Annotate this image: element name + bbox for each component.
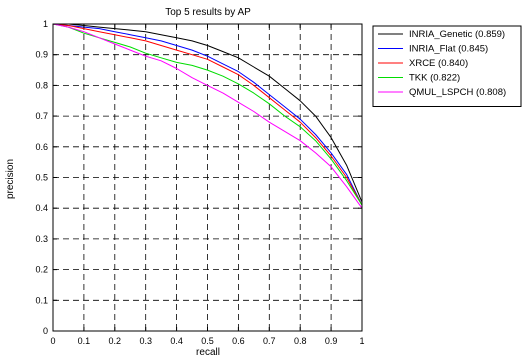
legend-label: XRCE (0.840) [409, 58, 468, 69]
x-tick-label: 0.3 [139, 336, 152, 346]
x-tick-label: 0.4 [170, 336, 183, 346]
x-tick-label: 0.1 [78, 336, 91, 346]
y-tick-label: 0.1 [35, 295, 48, 305]
y-tick-label: 0.4 [35, 203, 48, 213]
x-tick-labels: 0 0.1 0.2 0.3 0.4 0.5 0.6 0.7 0.8 0.9 1 [50, 336, 364, 346]
y-tick-label: 0.8 [35, 80, 48, 90]
x-tick-label: 0.7 [263, 336, 276, 346]
chart-title: Top 5 results by AP [165, 7, 251, 18]
x-tick-label: 0.6 [232, 336, 245, 346]
series-line [52, 23, 363, 209]
series-line [52, 23, 363, 206]
y-tick-label: 0.2 [35, 265, 48, 275]
legend-label: TKK (0.822) [409, 73, 460, 84]
x-tick-label: 0 [50, 336, 55, 346]
legend-label: INRIA_Genetic (0.859) [409, 29, 505, 40]
y-tick-labels: 0 0.1 0.2 0.3 0.4 0.5 0.6 0.7 0.8 0.9 1 [35, 19, 48, 336]
y-tick-label: 1 [43, 19, 48, 29]
y-tick-label: 0.6 [35, 142, 48, 152]
x-axis-label: recall [196, 347, 220, 358]
legend: INRIA_Genetic (0.859) INRIA_Flat (0.845) X… [372, 25, 522, 107]
legend-box [372, 25, 522, 107]
x-tick-label: 0.8 [294, 336, 307, 346]
y-tick-label: 0.5 [35, 173, 48, 183]
tick-marks [52, 23, 363, 332]
series-layer [52, 23, 363, 209]
y-tick-label: 0.3 [35, 234, 48, 244]
x-tick-label: 1 [359, 336, 364, 346]
x-tick-label: 0.9 [325, 336, 338, 346]
legend-label: INRIA_Flat (0.845) [409, 44, 488, 55]
x-tick-label: 0.2 [109, 336, 122, 346]
legend-label: QMUL_LSPCH (0.808) [409, 87, 506, 98]
y-tick-label: 0.9 [35, 50, 48, 60]
series-line [52, 23, 363, 206]
series-line [53, 23, 363, 203]
y-axis-label: precision [5, 159, 16, 199]
x-tick-label: 0.5 [201, 336, 214, 346]
y-tick-label: 0 [43, 326, 48, 336]
y-tick-label: 0.7 [35, 111, 48, 121]
